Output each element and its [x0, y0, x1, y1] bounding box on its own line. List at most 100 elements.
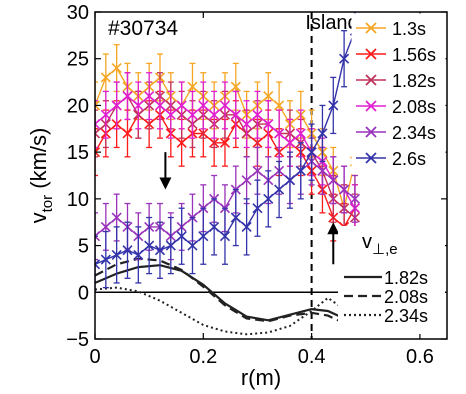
- data-point: [95, 119, 101, 130]
- data-point: [219, 137, 231, 148]
- data-point: [209, 109, 220, 120]
- x-tick-label: 0.4: [298, 346, 326, 368]
- data-point: [198, 100, 209, 111]
- plot-area: [95, 12, 447, 339]
- x-tick-label: 0.6: [406, 346, 434, 368]
- data-point: [144, 240, 155, 251]
- data-point: [111, 100, 122, 111]
- y-tick-label: 20: [67, 95, 89, 117]
- data-point: [274, 128, 285, 139]
- legend-tor-bg: [351, 13, 446, 175]
- data-point: [230, 109, 241, 120]
- data-point: [111, 249, 122, 260]
- data-point: [95, 259, 101, 270]
- data-point: [284, 137, 296, 148]
- data-point: [339, 184, 350, 195]
- legend-marker-3: [365, 100, 377, 112]
- legend-label-2: 1.82s: [392, 71, 436, 91]
- legend-label-1: 1.56s: [392, 45, 436, 65]
- legend: #30734 Island 1.3s1.56s1.82s2.08s2.34s2.6s…: [108, 12, 446, 334]
- data-point: [274, 100, 285, 111]
- data-point: [154, 245, 166, 256]
- data-point: [230, 212, 241, 223]
- data-point: [133, 249, 144, 260]
- legend-perp-label-0: 1.82s: [384, 268, 428, 288]
- data-point: [100, 221, 111, 232]
- data-point: [176, 231, 187, 242]
- legend-label-3: 2.08s: [392, 97, 436, 117]
- legend-marker-1: [365, 48, 377, 60]
- x-axis-label: r(m): [241, 365, 281, 390]
- data-point: [95, 231, 101, 242]
- legend-perp-label-1: 2.08s: [384, 287, 428, 307]
- data-point: [187, 109, 198, 120]
- y-tick-label: 5: [78, 236, 89, 258]
- legend-perp-title: v⊥,e: [362, 231, 398, 258]
- data-point: [122, 245, 133, 256]
- y-tick-label: 25: [67, 49, 89, 71]
- data-point: [252, 109, 263, 120]
- y-tick-label: 30: [67, 2, 89, 24]
- legend-marker-2: [365, 74, 377, 86]
- data-point: [263, 119, 274, 130]
- x-tick-label: 0.2: [189, 346, 217, 368]
- data-point: [187, 240, 198, 251]
- y-tick-label: 15: [67, 142, 89, 164]
- annotation-arrow-0: [159, 152, 172, 190]
- data-point: [241, 119, 252, 130]
- data-point: [230, 81, 241, 92]
- data-point: [122, 128, 133, 139]
- data-point: [306, 147, 317, 158]
- data-point: [219, 231, 231, 242]
- legend-marker-4: [365, 126, 377, 138]
- data-point: [328, 100, 339, 111]
- data-point: [317, 165, 328, 176]
- data-point: [263, 91, 274, 102]
- data-point: [154, 100, 166, 111]
- data-point: [95, 100, 101, 111]
- data-point: [263, 193, 274, 204]
- plot-clipped: [95, 12, 447, 339]
- data-point: [209, 221, 220, 232]
- data-point: [111, 212, 122, 223]
- x-tick-label: 0: [89, 346, 100, 368]
- legend-label-5: 2.6s: [392, 149, 426, 169]
- data-point: [328, 175, 339, 186]
- data-point: [100, 254, 111, 265]
- data-point: [339, 53, 350, 64]
- data-point: [176, 100, 187, 111]
- data-point: [187, 81, 198, 92]
- y-tick-label: 0: [78, 282, 89, 304]
- data-point: [295, 165, 306, 176]
- data-point: [95, 128, 101, 139]
- data-point: [122, 91, 133, 102]
- tor-series-5: [95, 12, 361, 293]
- y-tick-label: 10: [67, 189, 89, 211]
- data-point: [133, 100, 144, 111]
- data-point: [241, 175, 252, 186]
- data-point: [252, 165, 263, 176]
- legend-perp-label-2: 2.34s: [384, 306, 428, 326]
- data-point: [284, 175, 296, 186]
- data-point: [274, 184, 285, 195]
- legend-label-4: 2.34s: [392, 123, 436, 143]
- y-axis-label: vtor (km/s): [26, 128, 56, 224]
- plot-frame: [94, 11, 448, 340]
- data-point: [198, 231, 209, 242]
- shot-label: #30734: [108, 17, 178, 40]
- data-point: [241, 221, 252, 232]
- y-tick-label: −5: [66, 329, 89, 351]
- legend-marker-5: [365, 152, 377, 164]
- data-point: [295, 128, 306, 139]
- data-point: [111, 62, 122, 74]
- legend-marker-0: [365, 22, 377, 34]
- data-point: [176, 137, 187, 148]
- data-point: [219, 100, 231, 111]
- data-point: [165, 240, 176, 251]
- data-point: [165, 109, 176, 120]
- data-point: [349, 193, 361, 204]
- data-point: [252, 203, 263, 214]
- data-point: [100, 72, 111, 83]
